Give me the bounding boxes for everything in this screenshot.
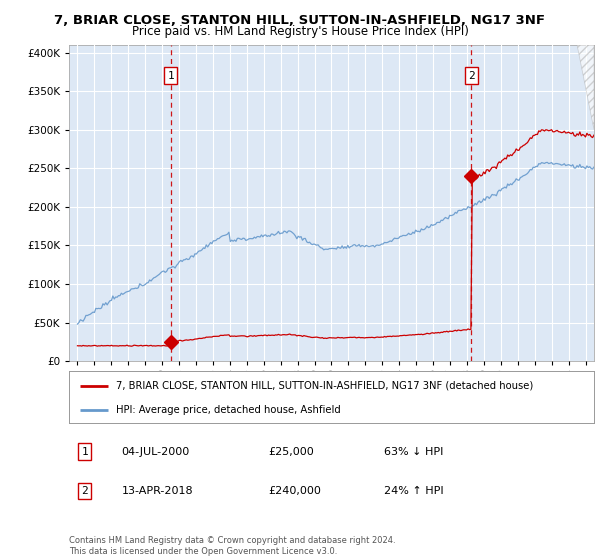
Text: Price paid vs. HM Land Registry's House Price Index (HPI): Price paid vs. HM Land Registry's House … bbox=[131, 25, 469, 38]
Polygon shape bbox=[577, 45, 594, 130]
Text: 13-APR-2018: 13-APR-2018 bbox=[121, 486, 193, 496]
Text: 24% ↑ HPI: 24% ↑ HPI bbox=[384, 486, 443, 496]
Text: Contains HM Land Registry data © Crown copyright and database right 2024.
This d: Contains HM Land Registry data © Crown c… bbox=[69, 536, 395, 556]
Text: 7, BRIAR CLOSE, STANTON HILL, SUTTON-IN-ASHFIELD, NG17 3NF: 7, BRIAR CLOSE, STANTON HILL, SUTTON-IN-… bbox=[55, 14, 545, 27]
Text: £25,000: £25,000 bbox=[269, 446, 314, 456]
Text: £240,000: £240,000 bbox=[269, 486, 322, 496]
Text: 7, BRIAR CLOSE, STANTON HILL, SUTTON-IN-ASHFIELD, NG17 3NF (detached house): 7, BRIAR CLOSE, STANTON HILL, SUTTON-IN-… bbox=[116, 381, 533, 391]
Text: 2: 2 bbox=[82, 486, 88, 496]
Text: 1: 1 bbox=[82, 446, 88, 456]
Text: 63% ↓ HPI: 63% ↓ HPI bbox=[384, 446, 443, 456]
Text: 2: 2 bbox=[468, 71, 475, 81]
Text: HPI: Average price, detached house, Ashfield: HPI: Average price, detached house, Ashf… bbox=[116, 405, 341, 415]
Text: 1: 1 bbox=[167, 71, 174, 81]
Text: 04-JUL-2000: 04-JUL-2000 bbox=[121, 446, 190, 456]
